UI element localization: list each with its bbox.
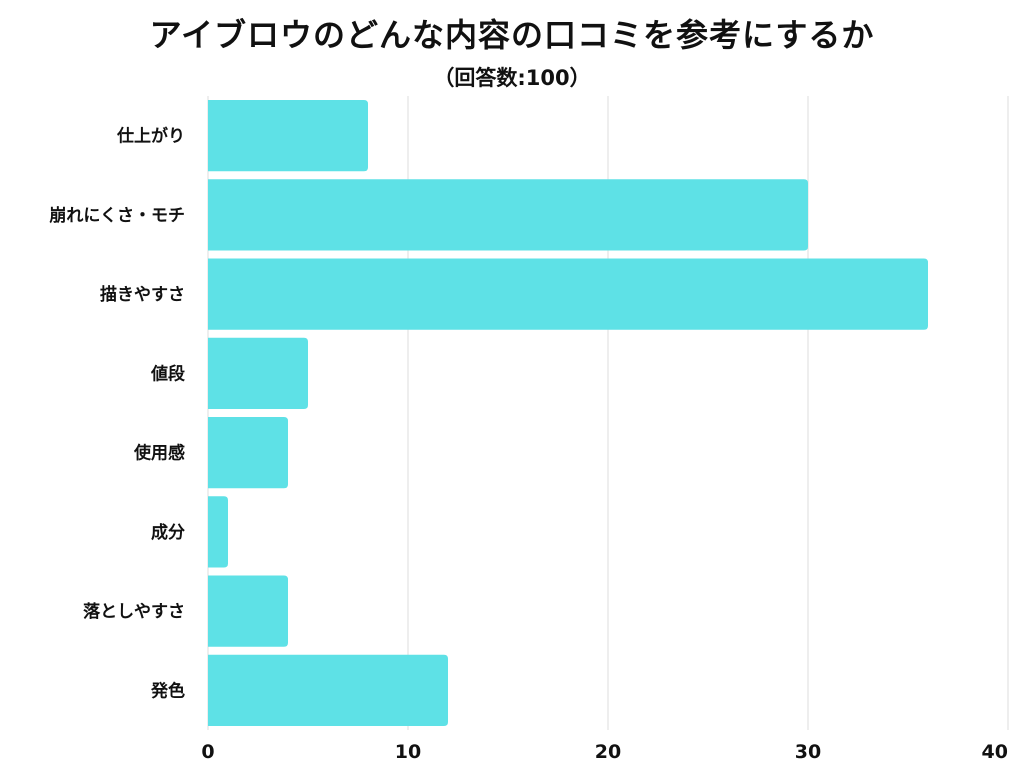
- category-label: 発色: [150, 680, 185, 701]
- category-label: 落としやすさ: [83, 602, 185, 622]
- x-tick-label: 30: [795, 741, 821, 763]
- bar: [208, 179, 808, 251]
- category-label: 値段: [150, 363, 185, 384]
- bars: [208, 99, 928, 727]
- category-label: 成分: [151, 522, 185, 543]
- category-label: 描きやすさ: [100, 284, 185, 305]
- category-label: 崩れにくさ・モチ: [49, 205, 185, 226]
- x-tick-labels: 0 10 20 30 40: [201, 741, 1008, 763]
- category-label: 使用感: [133, 443, 185, 464]
- bar: [208, 258, 928, 330]
- bar: [208, 416, 288, 489]
- x-tick-label: 40: [982, 741, 1008, 763]
- chart-subtitle: （回答数:100）: [433, 66, 591, 90]
- bar: [208, 99, 368, 172]
- x-tick-label: 0: [201, 741, 214, 763]
- x-tick-label: 20: [595, 741, 621, 763]
- bar: [208, 337, 308, 410]
- bar: [208, 496, 228, 568]
- bar: [208, 575, 288, 647]
- chart-title: アイブロウのどんな内容の口コミを参考にするか: [149, 16, 875, 54]
- x-tick-label: 10: [395, 741, 421, 763]
- category-label: 仕上がり: [116, 126, 185, 147]
- bar: [208, 654, 448, 727]
